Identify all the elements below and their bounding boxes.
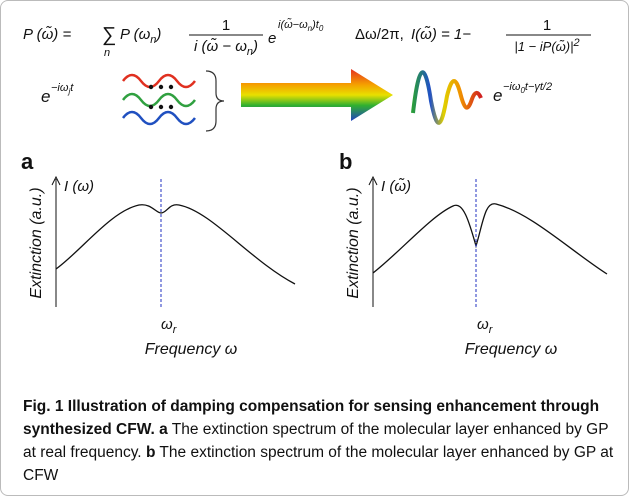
input-exp-sub: j — [67, 87, 70, 96]
marker: ωr — [161, 316, 178, 336]
eq-exp-main: i(ω̃−ω — [278, 18, 308, 31]
marker-main: ω — [477, 316, 489, 333]
output-exp: −iω0t−γt/2 — [503, 81, 552, 95]
caption-part-text: The extinction spectrum of the molecular… — [23, 421, 609, 461]
input-exp-end: t — [70, 82, 74, 94]
input-exp-main: −iω — [51, 82, 69, 94]
eq-frac-den-sub: n — [247, 46, 253, 58]
input-exp: −iωjt — [51, 82, 74, 96]
input-base: e — [41, 87, 50, 106]
eq-exp-base: e — [268, 30, 276, 47]
spectrum-curve — [55, 204, 296, 285]
eq-exp-sub-n: n — [308, 24, 313, 33]
eq-i-num: 1 — [543, 17, 551, 34]
spectrum-curve — [372, 203, 608, 275]
marker-sub: r — [173, 324, 178, 336]
eq-term-close: ) — [154, 26, 161, 43]
marker: ωr — [477, 316, 494, 336]
eq-sum: ∑ — [102, 24, 116, 46]
eq-exp: i(ω̃−ωn)t0 — [278, 18, 324, 33]
eq-frac-den-close: ) — [251, 38, 258, 55]
eq-term-main: P (ω — [120, 26, 151, 43]
eq-frac-num: 1 — [222, 17, 230, 34]
output-base: e — [493, 86, 502, 105]
eq-frac-den: i (ω̃ − ωn) — [194, 38, 258, 58]
caption-part-text: The extinction spectrum of the molecular… — [23, 444, 614, 484]
eq-lhs: P (ω̃) = — [23, 26, 71, 43]
output-exp-sub: 0 — [520, 86, 525, 95]
panel-label: a — [21, 149, 34, 174]
y-label: I (ω̃) — [381, 178, 411, 195]
wave-blue — [122, 110, 196, 126]
eq-delta: Δω/2π, — [355, 26, 404, 43]
marker-sub: r — [489, 324, 494, 336]
eq-i-den: |1 − iP(ω̃)|2 — [514, 37, 579, 54]
eq-exp-sub-0: 0 — [319, 24, 324, 33]
y-axis-title: Extinction (a.u.) — [345, 187, 362, 298]
eq-term-sub: n — [150, 34, 156, 46]
eq-i-den-sup: 2 — [573, 37, 580, 49]
wave-red — [122, 73, 196, 89]
caption: Fig. 1 Illustration of damping compensat… — [23, 395, 619, 487]
figure: P (ω̃) = ∑ n P (ωn) 1 i (ω̃ − ωn) e i(ω̃… — [21, 17, 608, 358]
wave-green — [122, 92, 196, 108]
eq-i-lhs: I(ω̃) = 1− — [411, 26, 471, 43]
brace — [205, 70, 225, 132]
y-axis-title: Extinction (a.u.) — [28, 187, 45, 298]
eq-i-den-main: |1 − iP(ω̃)| — [514, 39, 573, 54]
y-label: I (ω) — [64, 178, 94, 195]
y-axis-arrow — [368, 175, 378, 186]
output-exp-end: t−γt/2 — [525, 81, 552, 93]
eq-term: P (ωn) — [120, 26, 161, 46]
panel-label: b — [339, 149, 352, 174]
x-axis-title: Frequency ω — [145, 341, 238, 358]
dots — [148, 84, 174, 110]
caption-part-label: a — [159, 421, 168, 438]
damped-wave — [411, 70, 483, 125]
eq-sum-index: n — [104, 47, 110, 59]
caption-part-label: b — [145, 444, 156, 461]
arrow — [241, 69, 393, 121]
caption-title: Fig. 1 Illustration of damping compensat… — [23, 398, 600, 438]
eq-frac-den-main: i (ω̃ − ω — [194, 38, 247, 55]
x-axis-title: Frequency ω — [465, 341, 558, 358]
output-exp-main: −iω — [503, 81, 521, 93]
marker-main: ω — [161, 316, 173, 333]
y-axis-arrow — [51, 175, 61, 186]
eq-exp-mid: )t — [310, 19, 320, 31]
